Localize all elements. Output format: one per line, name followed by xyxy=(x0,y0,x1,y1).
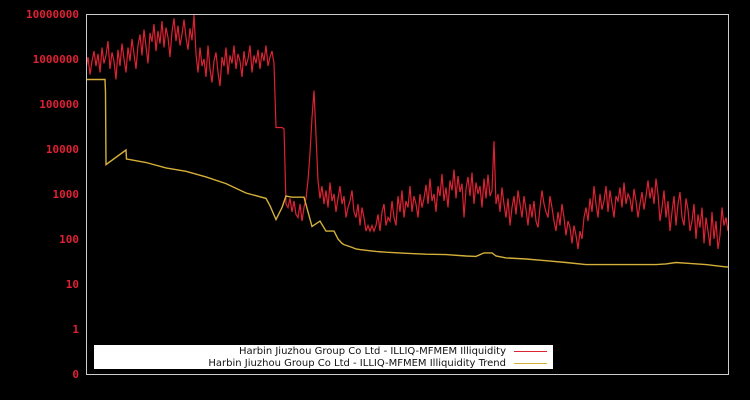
y-tick-label: 100000 xyxy=(39,98,79,111)
y-tick-label: 0 xyxy=(72,368,79,381)
legend-label: Harbin Jiuzhou Group Co Ltd - ILLIQ-MFME… xyxy=(208,357,506,369)
legend-item-illiquidity-trend: Harbin Jiuzhou Group Co Ltd - ILLIQ-MFME… xyxy=(208,357,553,369)
legend-label: Harbin Jiuzhou Group Co Ltd - ILLIQ-MFME… xyxy=(238,345,506,357)
y-tick-label: 10000000 xyxy=(26,8,79,21)
legend-item-illiquidity: Harbin Jiuzhou Group Co Ltd - ILLIQ-MFME… xyxy=(239,345,553,357)
y-tick-label: 10 xyxy=(66,278,79,291)
y-tick-label: 10000 xyxy=(46,143,79,156)
legend-swatch-red xyxy=(514,350,547,352)
plot-lines xyxy=(87,15,728,268)
plot-area-frame xyxy=(86,14,729,375)
y-tick-label: 100 xyxy=(59,233,79,246)
illiquidity-trend-line xyxy=(87,78,728,268)
legend: Harbin Jiuzhou Group Co Ltd - ILLIQ-MFME… xyxy=(94,345,553,369)
y-tick-label: 1000 xyxy=(53,188,80,201)
y-tick-label: 1 xyxy=(72,323,79,336)
illiquidity-line xyxy=(87,15,728,250)
y-tick-label: 1000000 xyxy=(33,53,79,66)
legend-swatch-yellow xyxy=(514,362,547,364)
